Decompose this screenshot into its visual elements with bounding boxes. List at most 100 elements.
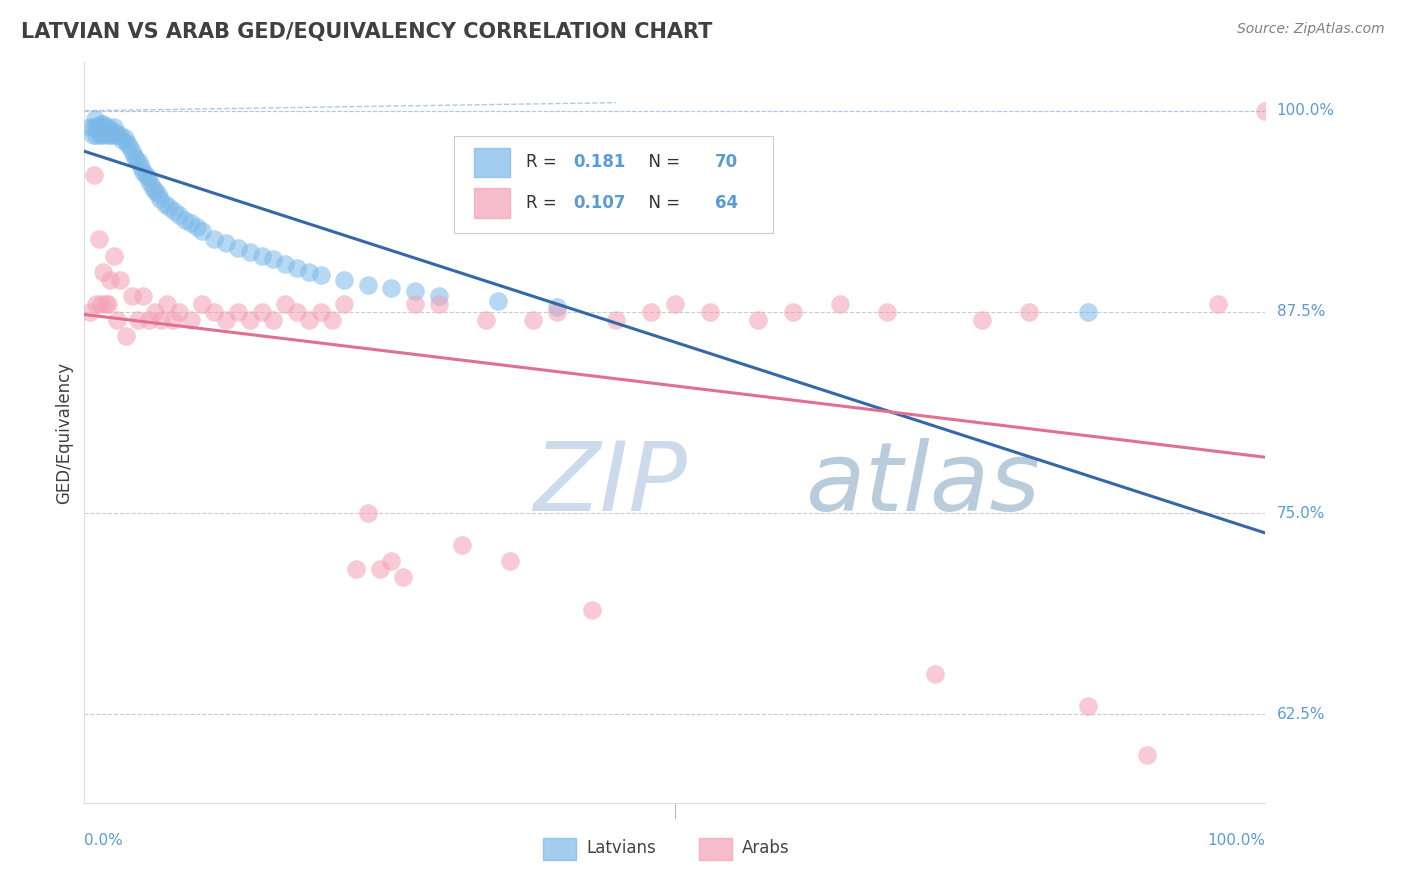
Point <box>84 120 107 134</box>
Text: Source: ZipAtlas.com: Source: ZipAtlas.com <box>1237 22 1385 37</box>
Point <box>115 136 138 150</box>
Point <box>90 117 112 131</box>
Point <box>333 297 356 311</box>
Point <box>498 554 520 568</box>
Point <box>87 232 110 246</box>
Point <box>93 125 115 139</box>
Point <box>114 131 136 145</box>
Point <box>143 184 166 198</box>
Point <box>262 313 284 327</box>
Point <box>129 160 152 174</box>
Point <box>173 213 195 227</box>
Point <box>157 200 180 214</box>
Point <box>180 313 202 327</box>
Point <box>1136 747 1159 762</box>
Point <box>79 120 101 134</box>
Text: ZIP: ZIP <box>533 438 688 531</box>
Text: 87.5%: 87.5% <box>1277 304 1324 319</box>
Point <box>136 171 159 186</box>
Point <box>135 168 157 182</box>
Point <box>103 120 125 134</box>
Text: 70: 70 <box>716 153 738 171</box>
Point <box>427 289 450 303</box>
Point <box>108 273 131 287</box>
Point <box>186 219 208 234</box>
Text: 100.0%: 100.0% <box>1277 103 1334 119</box>
Point <box>167 208 190 222</box>
Text: R =: R = <box>526 194 562 212</box>
Point <box>101 128 124 142</box>
Point <box>149 192 172 206</box>
Point <box>1077 699 1099 714</box>
Point <box>98 128 121 142</box>
Point <box>380 554 402 568</box>
Point <box>90 123 112 137</box>
FancyBboxPatch shape <box>543 838 575 860</box>
Point <box>84 128 107 142</box>
Text: Arabs: Arabs <box>742 839 790 857</box>
Point <box>167 305 190 319</box>
Point <box>1206 297 1229 311</box>
Point <box>226 305 249 319</box>
Point <box>191 224 214 238</box>
Y-axis label: GED/Equivalency: GED/Equivalency <box>55 361 73 504</box>
Point <box>87 120 110 134</box>
Point <box>285 305 308 319</box>
Point <box>91 123 114 137</box>
Point <box>546 305 568 319</box>
Point <box>782 305 804 319</box>
Point <box>215 313 238 327</box>
Point <box>392 570 415 584</box>
Point <box>202 232 225 246</box>
FancyBboxPatch shape <box>699 838 731 860</box>
Point <box>344 562 367 576</box>
Point <box>108 128 131 142</box>
Point <box>132 165 155 179</box>
Point <box>605 313 627 327</box>
Text: 100.0%: 100.0% <box>1208 833 1265 848</box>
Text: N =: N = <box>638 194 686 212</box>
Point <box>830 297 852 311</box>
Point <box>132 289 155 303</box>
Point <box>150 313 173 327</box>
Text: 0.0%: 0.0% <box>84 833 124 848</box>
Point <box>91 128 114 142</box>
Point <box>239 313 262 327</box>
Point <box>98 273 121 287</box>
Point <box>309 268 332 282</box>
Point <box>82 128 104 142</box>
FancyBboxPatch shape <box>454 136 773 233</box>
Point <box>163 203 186 218</box>
Point <box>522 313 544 327</box>
Point <box>122 149 145 163</box>
Point <box>664 297 686 311</box>
Point <box>107 128 129 142</box>
Point <box>121 289 143 303</box>
FancyBboxPatch shape <box>474 147 509 178</box>
Point <box>91 265 114 279</box>
Point <box>84 112 107 126</box>
Point <box>138 313 160 327</box>
Point <box>1254 103 1277 118</box>
Point <box>90 297 112 311</box>
Point <box>125 152 148 166</box>
Point <box>285 261 308 276</box>
Point <box>96 128 118 142</box>
Point <box>79 305 101 319</box>
Point <box>427 297 450 311</box>
Point <box>98 123 121 137</box>
Point <box>215 235 238 250</box>
Text: atlas: atlas <box>804 438 1040 531</box>
Point <box>103 249 125 263</box>
Point <box>89 128 111 142</box>
Point <box>146 187 169 202</box>
Point <box>333 273 356 287</box>
Point <box>451 538 474 552</box>
Text: 64: 64 <box>716 194 738 212</box>
Point <box>876 305 898 319</box>
Point <box>143 305 166 319</box>
Point <box>239 245 262 260</box>
Point <box>191 297 214 311</box>
Point <box>89 120 111 134</box>
Text: 0.181: 0.181 <box>574 153 626 171</box>
